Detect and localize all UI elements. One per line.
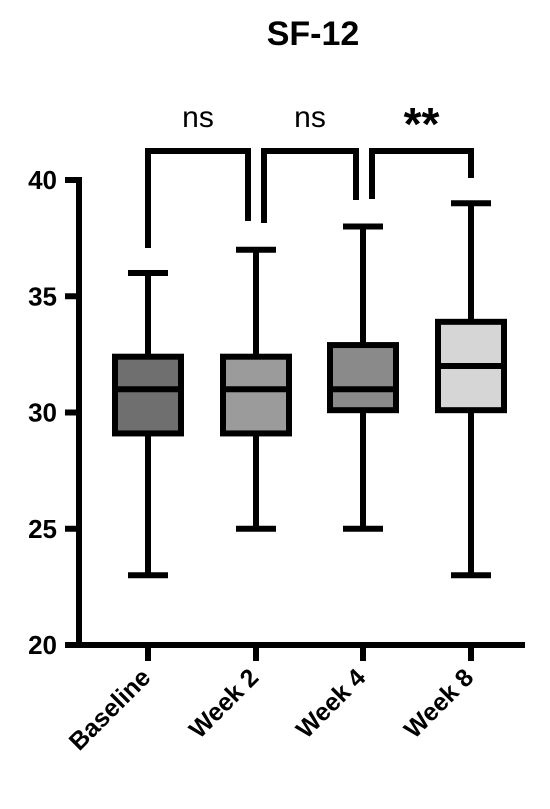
significance-bracket (261, 148, 359, 223)
box-iqr (327, 342, 399, 414)
significance-bracket (369, 148, 474, 199)
y-tick-label: 30 (28, 398, 57, 428)
x-tick-label: Week 8 (399, 663, 479, 743)
y-tick-label: 35 (28, 281, 57, 311)
x-tick-label: Baseline (64, 663, 157, 756)
chart-title: SF-12 (267, 15, 360, 53)
y-tick-label: 25 (28, 514, 57, 544)
y-tick-label: 40 (28, 165, 57, 195)
significance-bracket (145, 148, 251, 248)
y-tick-label: 20 (28, 630, 57, 660)
significance-label: ns (294, 101, 326, 134)
x-tick-label: Week 2 (184, 663, 264, 743)
plot-area: 20 25 30 35 40 Baseline Week 2 Week 4 Week 8 ns ns… (28, 98, 525, 756)
box-iqr (112, 353, 184, 437)
significance-label: ns (182, 101, 214, 134)
significance-label: ** (404, 98, 440, 150)
box-iqr (220, 353, 292, 437)
x-tick-label: Week 4 (291, 663, 371, 743)
